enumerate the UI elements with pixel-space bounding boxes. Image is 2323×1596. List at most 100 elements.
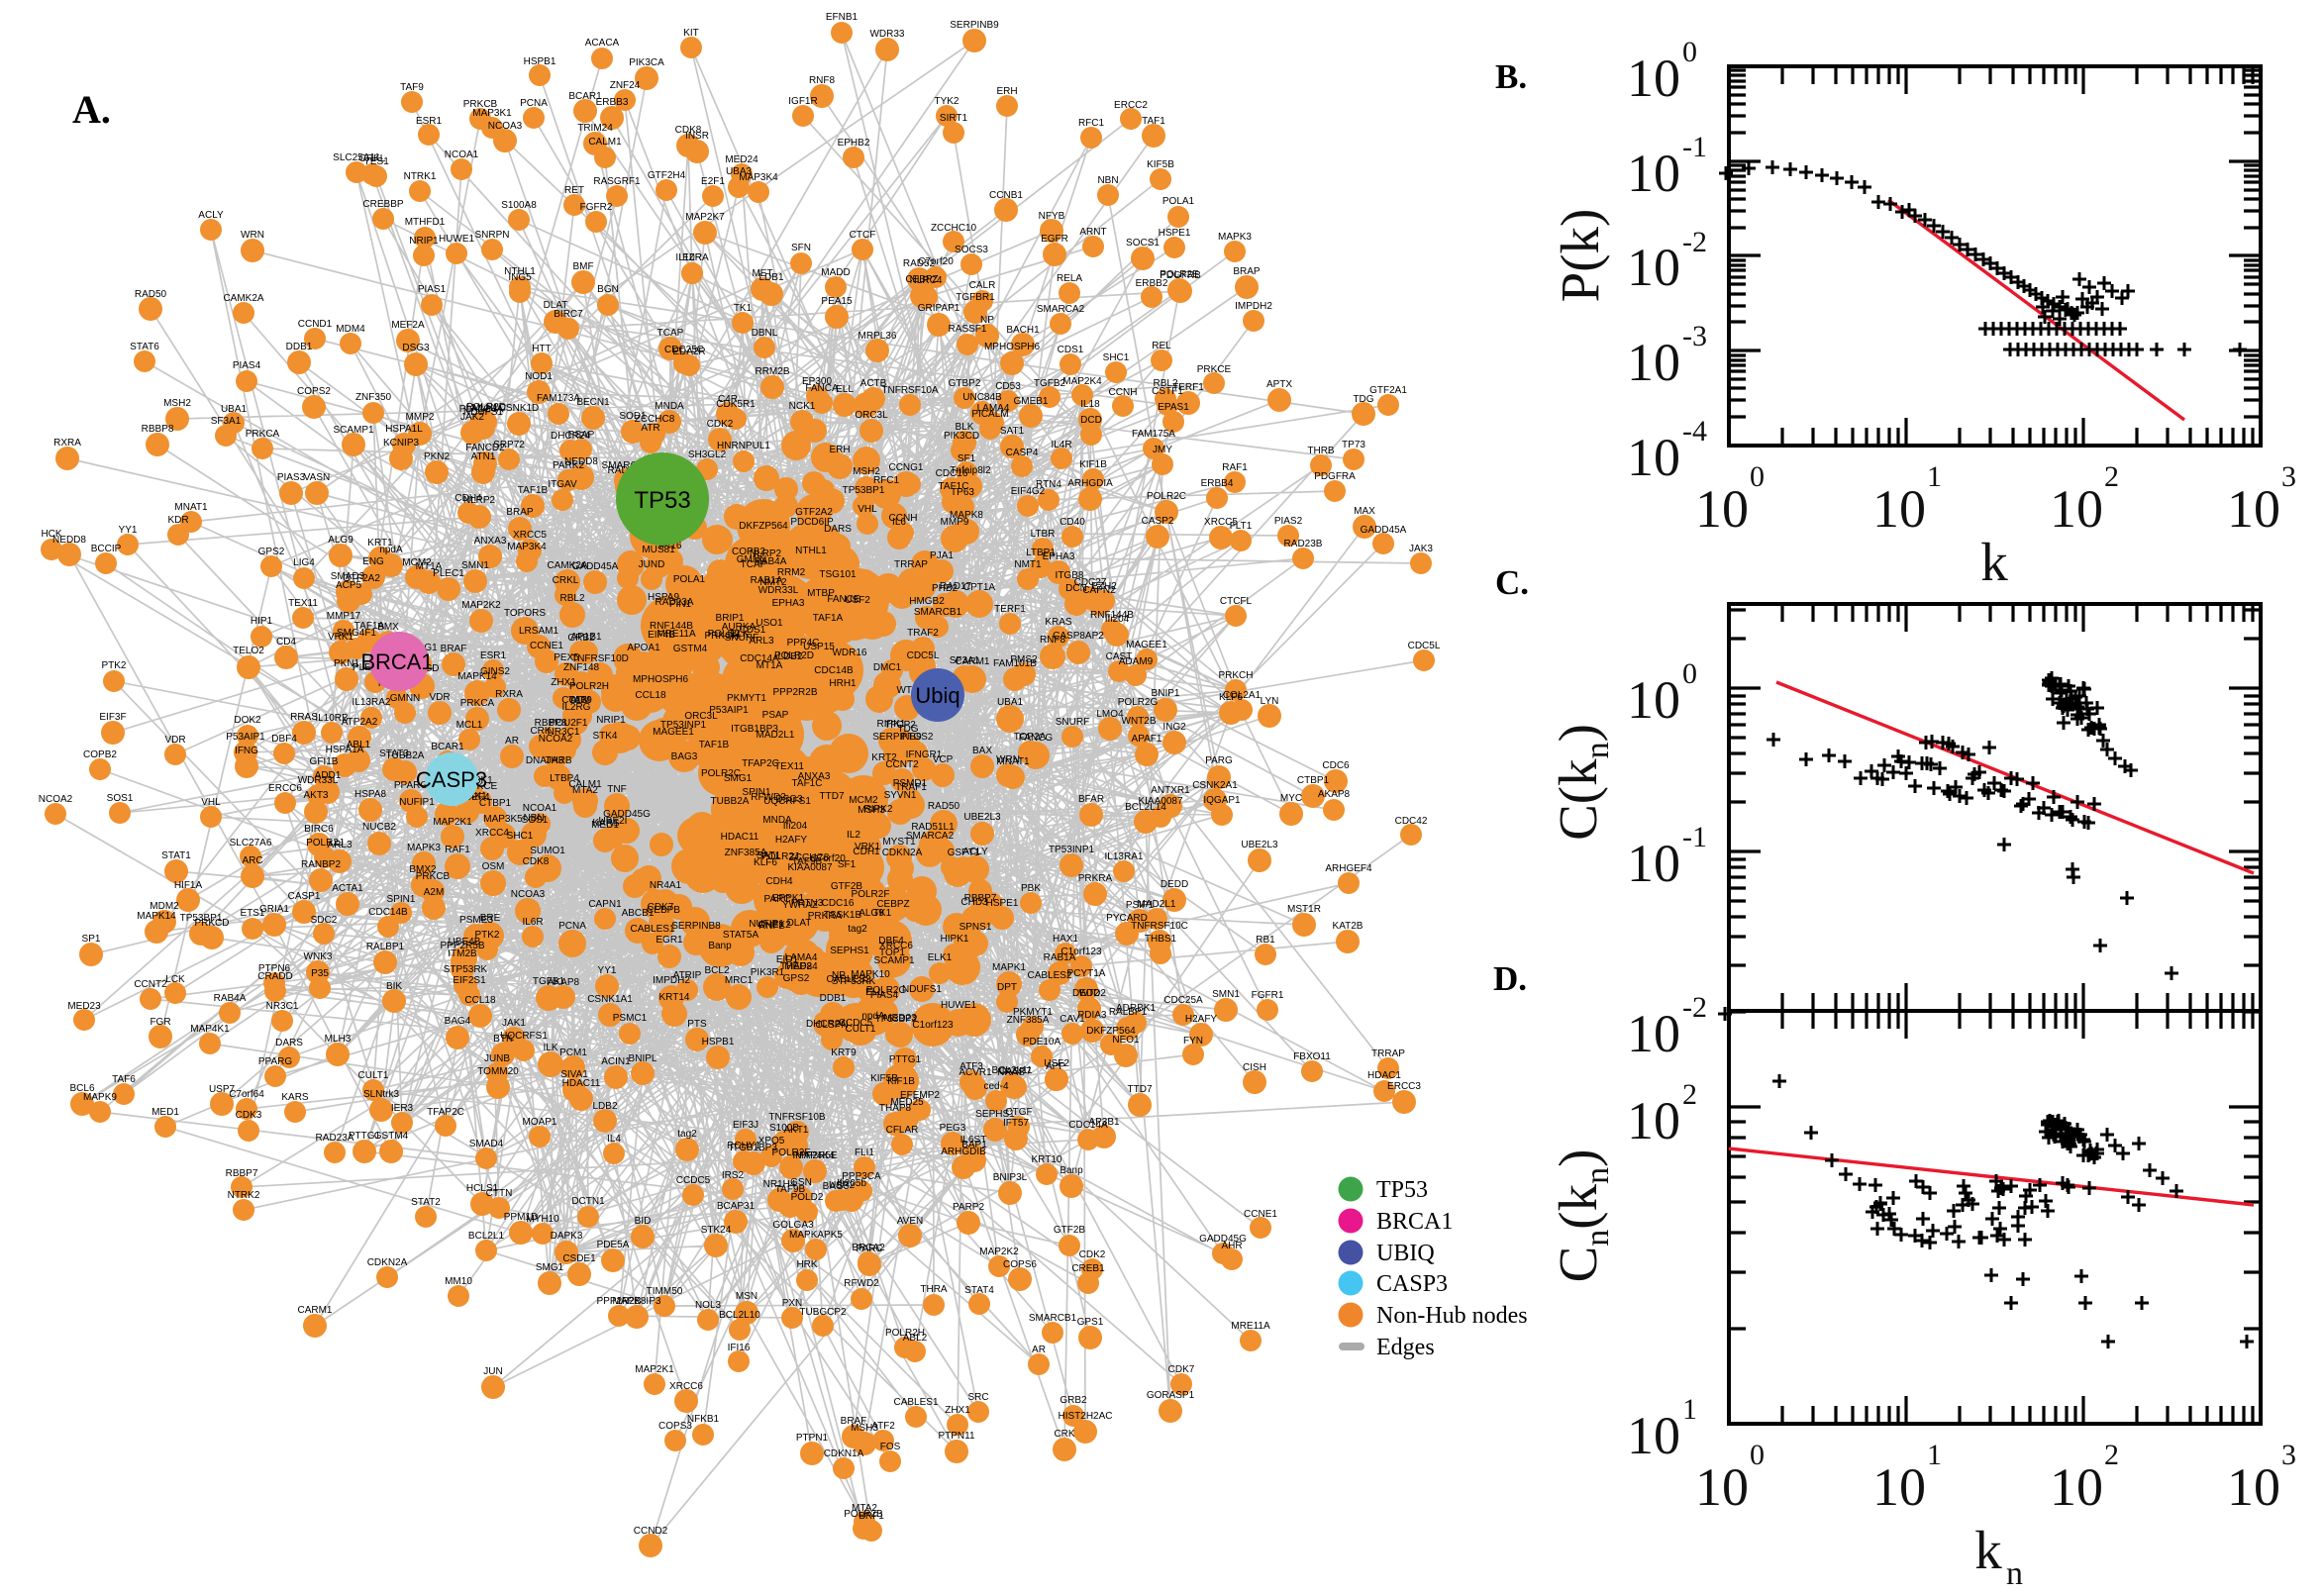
svg-text:XRCC6: XRCC6	[669, 1381, 703, 1392]
svg-text:TRAF2: TRAF2	[907, 628, 939, 639]
svg-text:DCN: DCN	[1065, 583, 1087, 594]
svg-text:PARP2: PARP2	[953, 1202, 984, 1213]
svg-text:AURKA: AURKA	[722, 622, 757, 633]
svg-text:HCK: HCK	[41, 529, 61, 540]
svg-text:NCOA1: NCOA1	[523, 803, 557, 814]
svg-text:RRAS: RRAS	[290, 712, 318, 723]
svg-text:NTRK2: NTRK2	[228, 1190, 260, 1201]
svg-text:10: 10	[1627, 49, 1680, 108]
svg-text:RRM2B: RRM2B	[755, 366, 789, 377]
svg-text:MTA2: MTA2	[852, 1503, 877, 1514]
svg-text:MRE11A: MRE11A	[1231, 1321, 1270, 1332]
svg-text:ITGB1BP3: ITGB1BP3	[731, 724, 778, 735]
svg-text:PDCD6IP: PDCD6IP	[790, 517, 834, 528]
svg-text:RAF1: RAF1	[1222, 462, 1248, 473]
svg-text:PRKRA: PRKRA	[808, 911, 843, 922]
svg-text:LCK: LCK	[165, 974, 185, 985]
svg-text:-1: -1	[1682, 131, 1707, 163]
svg-text:HDAC11: HDAC11	[721, 832, 759, 843]
svg-text:POLA1: POLA1	[673, 574, 706, 585]
svg-text:LRSAM1: LRSAM1	[519, 626, 558, 637]
svg-text:Cn(kn): Cn(kn)	[1548, 1149, 1616, 1283]
svg-text:SPNS1: SPNS1	[960, 922, 992, 933]
svg-text:EPPK1: EPPK1	[772, 893, 805, 904]
svg-text:GADD45A: GADD45A	[572, 561, 619, 572]
svg-text:POLR2J: POLR2J	[306, 838, 344, 848]
svg-text:STAT5A: STAT5A	[723, 930, 759, 941]
svg-text:IFNG: IFNG	[235, 746, 258, 756]
svg-text:DBF4: DBF4	[878, 936, 904, 947]
svg-text:10: 10	[2050, 479, 2103, 539]
svg-text:UQCRFS1: UQCRFS1	[500, 1031, 548, 1042]
svg-text:MAP4K1: MAP4K1	[190, 1024, 230, 1035]
svg-text:0: 0	[1682, 657, 1697, 690]
svg-text:ACLY: ACLY	[962, 847, 988, 857]
svg-text:PTS: PTS	[687, 1019, 707, 1030]
svg-text:COPS3: COPS3	[658, 1421, 692, 1432]
svg-text:FANCA: FANCA	[805, 383, 839, 394]
svg-text:C(kn): C(kn)	[1548, 724, 1616, 841]
svg-text:TOPORS: TOPORS	[504, 608, 546, 619]
svg-text:CCL18: CCL18	[635, 690, 666, 701]
svg-text:BCCIP: BCCIP	[91, 544, 122, 554]
svg-text:TAF1: TAF1	[1142, 116, 1165, 127]
svg-text:POLR2G: POLR2G	[866, 985, 907, 996]
svg-text:CDC5L: CDC5L	[1408, 641, 1441, 651]
svg-text:CABLES2: CABLES2	[826, 974, 870, 985]
svg-text:CDC14A: CDC14A	[1068, 1120, 1108, 1131]
svg-text:PRKCH: PRKCH	[704, 631, 739, 642]
svg-text:DOK2: DOK2	[234, 715, 261, 726]
svg-text:CDKN2A: CDKN2A	[882, 848, 923, 858]
svg-text:B.: B.	[1495, 57, 1527, 96]
svg-text:ARNT: ARNT	[1079, 227, 1106, 238]
svg-text:SF3A1: SF3A1	[211, 416, 242, 427]
svg-text:PARC: PARC	[856, 1244, 882, 1254]
svg-text:CCNE1: CCNE1	[530, 641, 563, 651]
svg-text:PRKCE: PRKCE	[463, 781, 498, 792]
svg-text:GADD45A: GADD45A	[1361, 525, 1407, 536]
svg-text:IFI16: IFI16	[659, 541, 682, 551]
svg-text:AP1B1: AP1B1	[570, 632, 602, 643]
svg-text:10: 10	[1627, 834, 1680, 893]
svg-text:KRT10: KRT10	[1032, 1154, 1062, 1165]
svg-text:GRIA1: GRIA1	[259, 904, 289, 915]
svg-text:NR4A1: NR4A1	[650, 880, 682, 891]
svg-text:TP53BP1: TP53BP1	[843, 485, 885, 496]
svg-text:0: 0	[1682, 36, 1697, 68]
svg-text:PIAS3: PIAS3	[277, 472, 306, 483]
svg-text:ACP5: ACP5	[336, 580, 362, 591]
svg-text:PRKCH: PRKCH	[1218, 670, 1253, 681]
svg-text:CRK: CRK	[1054, 1429, 1074, 1440]
svg-text:CCDC5: CCDC5	[676, 1175, 711, 1186]
svg-text:TUBGCP2: TUBGCP2	[799, 1307, 847, 1318]
svg-text:CD53: CD53	[995, 381, 1021, 392]
svg-text:CDC42: CDC42	[1395, 816, 1428, 827]
svg-text:EIF2S1: EIF2S1	[453, 975, 486, 986]
svg-text:DHCR24: DHCR24	[551, 431, 590, 442]
svg-text:RXRA: RXRA	[53, 438, 81, 449]
svg-text:UBIQ: UBIQ	[1376, 1241, 1435, 1266]
svg-text:10: 10	[2227, 479, 2280, 539]
svg-text:PCYT1A: PCYT1A	[1067, 968, 1106, 979]
svg-text:KIF5B: KIF5B	[1147, 159, 1174, 170]
svg-text:LAMA4: LAMA4	[977, 403, 1010, 414]
svg-text:IL13RA1: IL13RA1	[1105, 851, 1144, 862]
svg-text:PARC: PARC	[763, 894, 790, 905]
svg-text:AKAP8: AKAP8	[548, 977, 580, 988]
svg-text:RAD23A: RAD23A	[316, 1133, 354, 1144]
svg-text:MAP2K1: MAP2K1	[433, 817, 472, 828]
svg-text:TGFB2: TGFB2	[1034, 378, 1066, 389]
svg-text:k: k	[1980, 532, 2008, 592]
svg-text:CDC27: CDC27	[1074, 577, 1107, 588]
svg-text:BRAP: BRAP	[1233, 266, 1261, 277]
svg-text:A2M: A2M	[424, 887, 445, 898]
svg-text:1: 1	[1927, 460, 1942, 493]
svg-text:STAT2: STAT2	[411, 1197, 441, 1208]
svg-text:CTCF: CTCF	[850, 230, 876, 241]
svg-text:SMG1: SMG1	[536, 1262, 564, 1273]
svg-text:ELL: ELL	[836, 384, 854, 395]
svg-text:RET: RET	[564, 185, 584, 196]
svg-text:SERPINB9: SERPINB9	[872, 732, 922, 743]
svg-text:NOL3: NOL3	[695, 1300, 722, 1311]
svg-text:TAF9: TAF9	[400, 82, 424, 93]
